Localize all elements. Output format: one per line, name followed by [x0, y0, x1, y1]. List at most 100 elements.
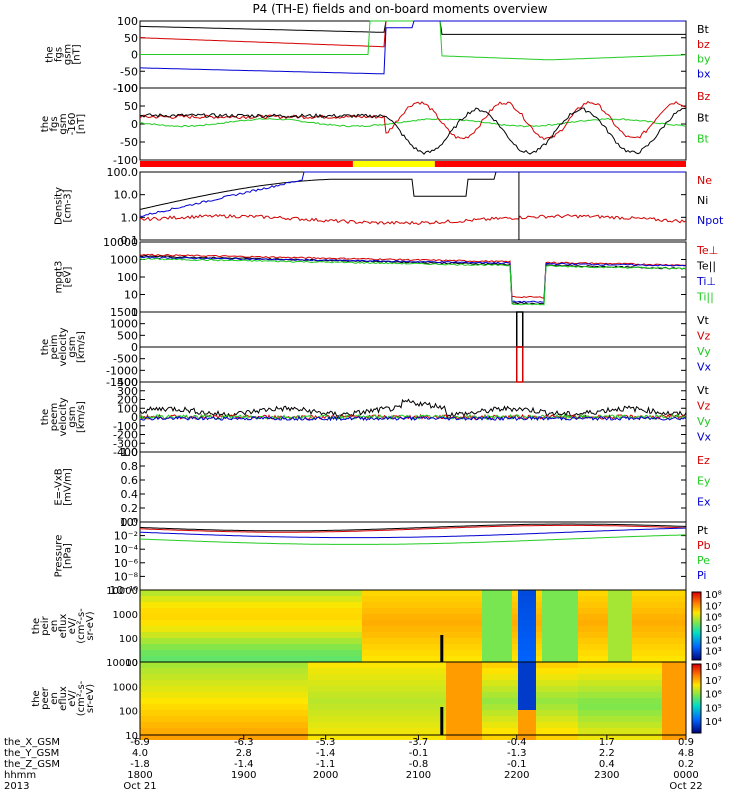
heatmap-cell: [554, 704, 560, 710]
y-tick-label: 1: [131, 306, 138, 319]
heatmap-cell: [410, 686, 416, 692]
heatmap-cell: [512, 590, 518, 596]
heatmap-cell: [410, 668, 416, 674]
x-row-value: -0.8: [409, 759, 429, 770]
heatmap-cell: [194, 614, 200, 620]
heatmap-cell: [356, 704, 362, 710]
heatmap-cell: [278, 722, 284, 728]
heatmap-cell: [146, 734, 152, 740]
heatmap-cell: [362, 722, 368, 728]
heatmap-cell: [380, 674, 386, 680]
heatmap-cell: [398, 590, 404, 596]
heatmap-cell: [374, 596, 380, 602]
heatmap-cell: [266, 620, 272, 626]
heatmap-cell: [476, 728, 482, 734]
heatmap-cell: [560, 620, 566, 626]
heatmap-cell: [644, 722, 650, 728]
heatmap-cell: [350, 668, 356, 674]
heatmap-cell: [344, 638, 350, 644]
colorbar-label: 10⁵: [705, 703, 722, 714]
heatmap-cell: [368, 692, 374, 698]
x-row-value: 0000: [673, 770, 698, 781]
heatmap-cell: [590, 638, 596, 644]
heatmap-cell: [464, 716, 470, 722]
heatmap-cell: [524, 710, 530, 716]
heatmap-cell: [272, 668, 278, 674]
y-axis-label: en: [49, 620, 60, 633]
heatmap-cell: [626, 656, 632, 662]
heatmap-cell: [596, 704, 602, 710]
heatmap-cell: [476, 710, 482, 716]
heatmap-cell: [182, 590, 188, 596]
x-row-value: 2.8: [236, 748, 252, 759]
heatmap-cell: [494, 692, 500, 698]
heatmap-cell: [572, 656, 578, 662]
legend-bz: bz: [697, 38, 710, 51]
heatmap-cell: [338, 716, 344, 722]
heatmap-cell: [254, 638, 260, 644]
heatmap-cell: [638, 722, 644, 728]
heatmap-cell: [182, 716, 188, 722]
heatmap-cell: [596, 674, 602, 680]
heatmap-cell: [536, 698, 542, 704]
bt2-line-group: [139, 117, 687, 128]
heatmap-cell: [614, 710, 620, 716]
heatmap-cell: [194, 716, 200, 722]
heatmap-cell: [608, 596, 614, 602]
colorbar-cell: [692, 679, 701, 681]
heatmap-cell: [494, 716, 500, 722]
y-tick-label: 10000: [103, 236, 138, 249]
heatmap-cell: [542, 608, 548, 614]
y-axis-label: [eV]: [63, 267, 74, 288]
heatmap-cell: [362, 590, 368, 596]
heatmap-cell: [512, 614, 518, 620]
colorbar-cell: [692, 626, 701, 628]
peem-vt-line-group: [139, 398, 687, 418]
heatmap-cell: [434, 710, 440, 716]
heatmap-cell: [242, 614, 248, 620]
heatmap-cell: [566, 728, 572, 734]
heatmap-cell: [662, 722, 668, 728]
heatmap-cell: [230, 656, 236, 662]
heatmap-cell: [350, 698, 356, 704]
heatmap-cell: [488, 650, 494, 656]
heatmap-cell: [680, 626, 686, 632]
peer-heatmap: [139, 661, 687, 740]
heatmap-cell: [194, 668, 200, 674]
heatmap-cell: [374, 698, 380, 704]
heatmap-cell: [488, 728, 494, 734]
heatmap-cell: [620, 722, 626, 728]
heatmap-cell: [338, 710, 344, 716]
heatmap-cell: [434, 722, 440, 728]
heatmap-cell: [146, 728, 152, 734]
heatmap-cell: [218, 710, 224, 716]
heatmap-cell: [560, 632, 566, 638]
heatmap-cell: [326, 614, 332, 620]
heatmap-cell: [188, 620, 194, 626]
heatmap-cell: [260, 596, 266, 602]
heatmap-cell: [620, 650, 626, 656]
heatmap-cell: [260, 602, 266, 608]
heatmap-cell: [566, 698, 572, 704]
heatmap-cell: [608, 620, 614, 626]
colorbar-cell: [692, 702, 701, 704]
heatmap-cell: [152, 716, 158, 722]
heatmap-cell: [176, 614, 182, 620]
heatmap-cell: [416, 614, 422, 620]
heatmap-cell: [632, 650, 638, 656]
heatmap-cell: [422, 686, 428, 692]
heatmap-cell: [200, 626, 206, 632]
y-axis-label: [km/s]: [76, 401, 87, 433]
colorbar-cell: [692, 596, 701, 598]
heatmap-cell: [314, 626, 320, 632]
heatmap-cell: [392, 704, 398, 710]
heatmap-cell: [524, 608, 530, 614]
heatmap-cell: [272, 632, 278, 638]
heatmap-cell: [554, 602, 560, 608]
heatmap-cell: [434, 638, 440, 644]
heatmap-cell: [428, 710, 434, 716]
heatmap-cell: [188, 716, 194, 722]
heatmap-cell: [584, 632, 590, 638]
heatmap-cell: [626, 698, 632, 704]
heatmap-cell: [506, 680, 512, 686]
